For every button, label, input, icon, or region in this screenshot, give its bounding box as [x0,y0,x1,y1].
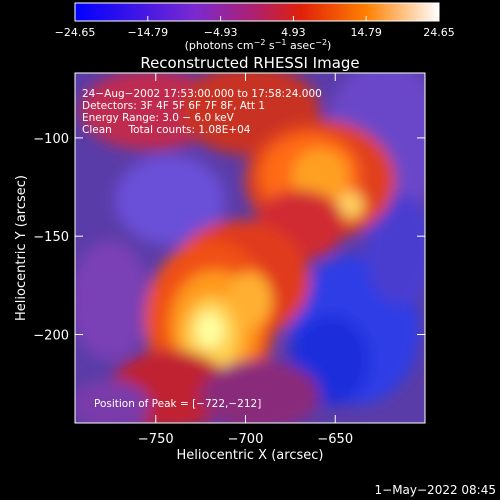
footer-date: 1−May−2022 08:45 [375,483,497,497]
annotation-counts: Clean Total counts: 1.08E+04 [82,124,251,136]
y-axis-ticks: −100 −150 −200 [33,132,425,344]
colorbar-tick-label: 4.93 [281,26,306,39]
annotation-energy: Energy Range: 3.0 − 6.0 keV [82,112,235,124]
chart-title: Reconstructed RHESSI Image [140,54,359,72]
x-axis-ticks: −750 −700 −650 [138,73,353,447]
heatmap-image [75,73,425,423]
colorbar-tick-label: −4.93 [204,26,238,39]
colorbar-units: (photons cm−2 s−1 asec−2) [185,38,332,52]
colorbar-tick-label: −14.79 [127,26,168,39]
colorbar-tick-label: 24.65 [423,26,455,39]
annotations: 24−Aug−2002 17:53:00.000 to 17:58:24.000… [82,88,322,136]
colorbar-ticks: −24.65 −14.79 −4.93 4.93 14.79 24.65 [55,16,455,39]
x-tick-label: −700 [228,432,264,447]
x-axis-label: Heliocentric X (arcsec) [177,448,324,463]
peak-position-label: Position of Peak = [−722,−212] [94,398,261,410]
plot-frame [74,72,426,424]
colorbar [74,2,440,22]
x-tick-label: −650 [317,432,353,447]
y-tick-label: −100 [33,132,69,147]
y-tick-label: −150 [33,230,69,245]
annotation-detectors: Detectors: 3F 4F 5F 6F 7F 8F, Att 1 [82,100,265,112]
y-tick-label: −200 [33,329,69,344]
colorbar-tick-label: −24.65 [55,26,96,39]
y-axis-label: Heliocentric Y (arcsec) [14,175,29,321]
x-tick-label: −750 [138,432,174,447]
annotation-time: 24−Aug−2002 17:53:00.000 to 17:58:24.000 [82,88,322,100]
colorbar-tick-label: 14.79 [350,26,382,39]
